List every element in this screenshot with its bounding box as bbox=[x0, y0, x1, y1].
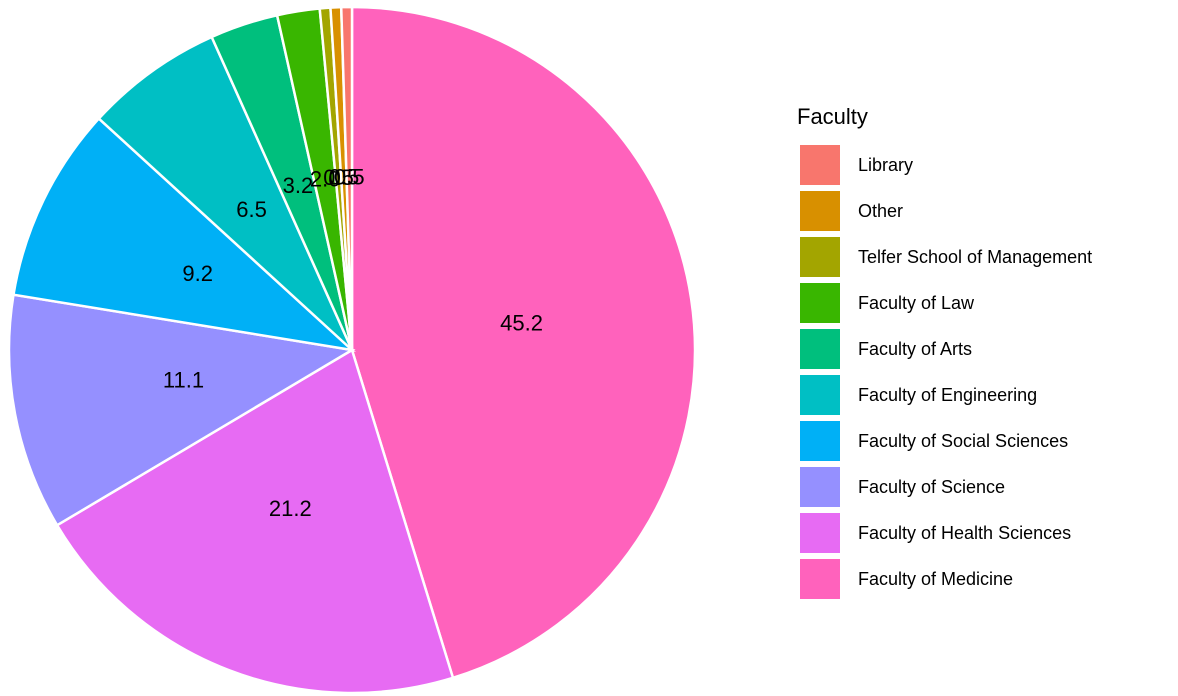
legend-label: Other bbox=[858, 201, 903, 221]
data-label: 0.5 bbox=[334, 164, 365, 189]
pie-slice bbox=[339, 5, 354, 351]
data-label: 2.0 bbox=[310, 166, 341, 191]
legend-title: Faculty bbox=[797, 104, 868, 129]
data-label: 9.2 bbox=[182, 261, 213, 286]
data-label: 0.5 bbox=[329, 165, 360, 190]
pie-slice bbox=[55, 348, 455, 695]
pie-slice bbox=[97, 35, 354, 351]
legend-key bbox=[800, 145, 840, 185]
legend-label: Faculty of Social Sciences bbox=[858, 431, 1068, 451]
legend-label: Faculty of Medicine bbox=[858, 569, 1013, 589]
legend-key bbox=[800, 421, 840, 461]
legend-key bbox=[800, 467, 840, 507]
data-label: 3.2 bbox=[283, 173, 314, 198]
data-label: 6.5 bbox=[236, 197, 267, 222]
pie-slice bbox=[12, 116, 356, 352]
legend-label: Faculty of Science bbox=[858, 477, 1005, 497]
data-label: 0.5 bbox=[323, 165, 354, 190]
legend-key bbox=[800, 191, 840, 231]
data-label: 21.2 bbox=[269, 496, 312, 521]
legend-label: Faculty of Law bbox=[858, 293, 975, 313]
legend-label: Library bbox=[858, 155, 913, 175]
legend-key bbox=[800, 559, 840, 599]
data-label: 11.1 bbox=[163, 368, 204, 393]
legend-key bbox=[800, 237, 840, 277]
pie-slice bbox=[350, 5, 697, 680]
legend-label: Faculty of Engineering bbox=[858, 385, 1037, 405]
legend-label: Faculty of Arts bbox=[858, 339, 972, 359]
legend-key bbox=[800, 283, 840, 323]
legend-key bbox=[800, 513, 840, 553]
legend-label: Telfer School of Management bbox=[858, 247, 1092, 267]
legend-key bbox=[800, 375, 840, 415]
data-label: 45.2 bbox=[500, 310, 543, 335]
legend-label: Faculty of Health Sciences bbox=[858, 523, 1071, 543]
legend-key bbox=[800, 329, 840, 369]
pie-slice bbox=[7, 293, 356, 527]
